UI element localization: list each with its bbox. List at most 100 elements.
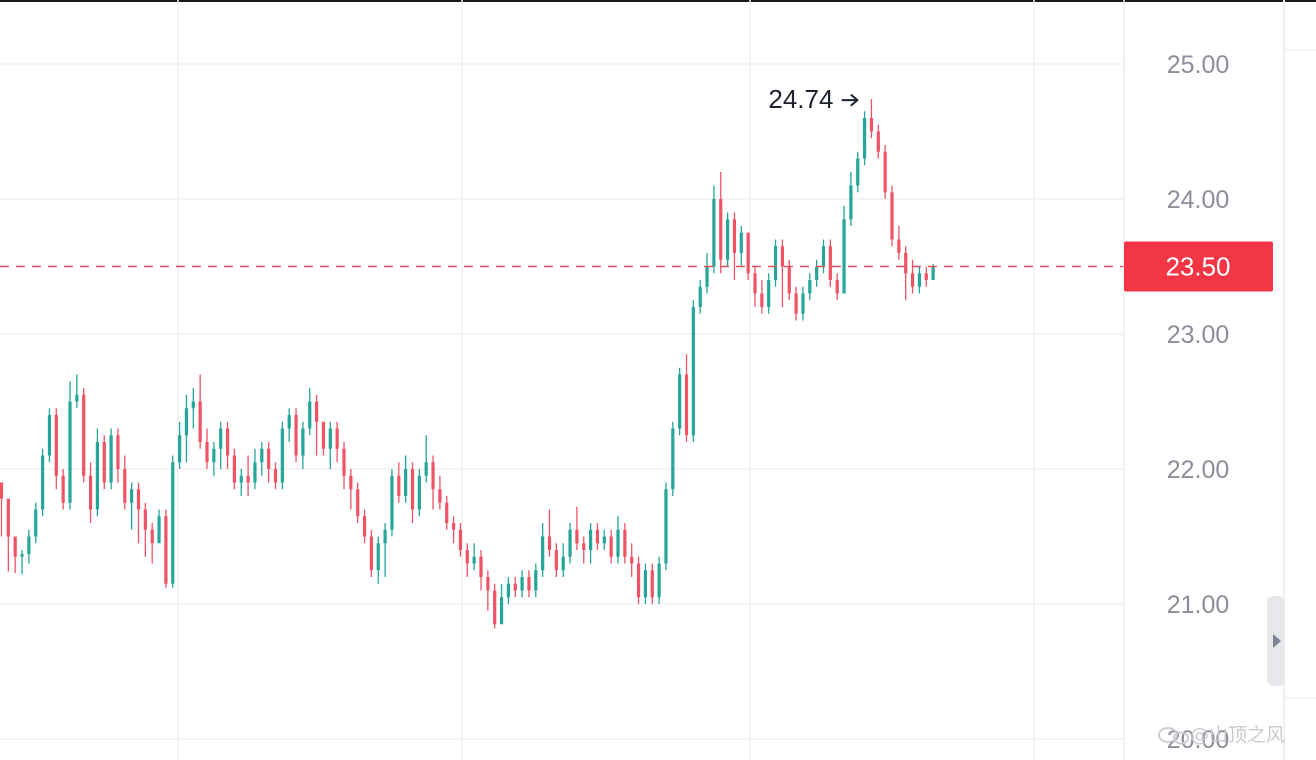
candle	[445, 496, 449, 530]
candle	[273, 462, 278, 490]
candle-body	[61, 475, 65, 503]
candle	[486, 570, 490, 611]
candle	[383, 523, 387, 577]
candle-body	[88, 475, 93, 510]
candle	[835, 273, 839, 301]
candle	[883, 145, 887, 199]
candle	[20, 550, 24, 575]
candle-body	[767, 280, 771, 307]
candle-body	[130, 489, 134, 503]
price-scale[interactable]: 25.00 24.00 23.00 22.00 21.00 20.00	[1167, 51, 1230, 754]
candle	[438, 475, 442, 510]
candle-body	[95, 442, 99, 510]
candle	[260, 442, 264, 476]
candle	[890, 185, 894, 247]
candle	[109, 428, 113, 490]
y-tick-label: 20.00	[1167, 726, 1230, 754]
candle	[458, 523, 463, 557]
y-tick-label: 25.00	[1167, 51, 1230, 79]
candle-body	[890, 192, 894, 240]
candle	[705, 253, 709, 294]
candle-body	[678, 374, 682, 429]
candle	[760, 280, 764, 314]
candle-body	[602, 536, 606, 544]
candle-body	[739, 232, 743, 253]
candle-body	[595, 529, 600, 544]
candle-body	[280, 428, 284, 483]
candle	[897, 226, 901, 260]
candle	[280, 421, 284, 490]
candle	[88, 462, 93, 523]
candle	[116, 428, 120, 483]
candle-body	[842, 219, 846, 294]
candle-body	[410, 469, 415, 510]
candle	[856, 151, 860, 193]
candle	[678, 367, 682, 436]
scroll-handle[interactable]	[1267, 596, 1285, 686]
candle-body	[404, 469, 408, 496]
candle-body	[924, 273, 928, 280]
candle-body	[856, 158, 860, 186]
candle	[54, 408, 58, 490]
candle-body	[698, 286, 702, 307]
candle	[6, 498, 10, 572]
candle-body	[554, 550, 558, 571]
candle-body	[897, 239, 901, 253]
candle-body	[815, 266, 819, 280]
candle	[636, 556, 641, 604]
candle	[657, 556, 661, 604]
candle-body	[465, 550, 469, 564]
candle-body	[650, 570, 654, 598]
candle-body	[212, 448, 216, 463]
candle-body	[239, 475, 243, 483]
candle	[904, 246, 908, 301]
candle	[691, 300, 695, 442]
candle-body	[164, 516, 168, 584]
candle-body	[219, 428, 223, 449]
candle	[150, 523, 154, 564]
candle-body	[479, 556, 483, 577]
candle-body	[534, 570, 538, 591]
price-tag: 23.50	[1124, 241, 1273, 292]
candle-body	[123, 469, 127, 503]
candle-body	[452, 523, 456, 530]
candle	[465, 543, 469, 577]
candle-body	[458, 529, 463, 550]
arrow-right-icon	[841, 94, 859, 107]
candle	[294, 408, 298, 463]
candle	[321, 421, 326, 456]
candle	[595, 523, 600, 550]
candle-body	[143, 509, 147, 530]
candle	[417, 469, 421, 517]
candle	[616, 516, 620, 564]
candle	[390, 469, 394, 537]
candle-body	[561, 556, 565, 571]
candle-body	[383, 529, 387, 544]
candle	[671, 421, 675, 496]
candle	[506, 577, 510, 604]
candle-body	[486, 577, 490, 591]
candle-body	[20, 554, 24, 557]
candle	[767, 273, 771, 314]
candle-body	[205, 442, 209, 463]
candle-body	[34, 509, 38, 537]
candle	[253, 448, 257, 490]
candle	[328, 421, 332, 469]
candle-body	[225, 428, 230, 456]
candle	[356, 482, 360, 523]
candle-body	[445, 502, 449, 523]
candle	[589, 523, 593, 564]
candle-body	[424, 462, 428, 476]
candle	[773, 239, 778, 287]
candle	[410, 462, 415, 523]
candle-body	[746, 232, 750, 274]
candle	[547, 509, 552, 557]
candle-body	[287, 415, 291, 429]
candle-body	[835, 280, 839, 294]
candle	[746, 232, 750, 280]
candle	[267, 442, 271, 483]
candle	[41, 448, 45, 517]
candle-body	[13, 536, 17, 557]
candle-body	[41, 455, 45, 510]
